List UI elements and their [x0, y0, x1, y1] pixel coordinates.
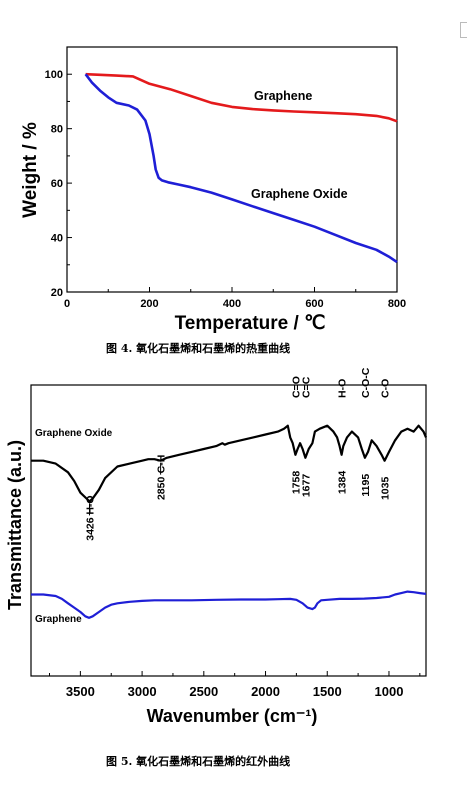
peak-group-label: H-O [337, 379, 349, 398]
tga-chart: 0 200 400 600 800 20 40 60 80 100 Weight / % Temp… [20, 46, 407, 334]
graphene-oxide-ftir-line [31, 424, 428, 503]
tga-tick-group: 0 200 400 600 800 20 40 60 80 100 [45, 69, 407, 310]
peak-wavenumber-label: 1677 [300, 474, 312, 498]
y-tick-label: 80 [51, 124, 63, 136]
figure-5-caption: 图 5. 氧化石墨烯和石墨烯的红外曲线 [106, 755, 291, 768]
x-tick-label: 1000 [375, 684, 404, 699]
x-tick-label: 1500 [313, 684, 342, 699]
tga-y-axis-label: Weight / % [20, 122, 41, 218]
peak-group-label: H-O [85, 495, 97, 514]
ftir-tick-group: 3500 3000 2500 2000 1500 1000 [49, 671, 421, 699]
series-label-graphene-oxide: Graphene Oxide [251, 187, 348, 201]
series-label-graphene: Graphene [254, 89, 312, 103]
x-tick-label: 800 [388, 298, 406, 310]
peak-wavenumber-label: 3426 [85, 517, 97, 541]
peak-group-label: C=O [290, 376, 302, 398]
ftir-plot-frame [30, 384, 427, 677]
y-tick-label: 40 [51, 233, 63, 245]
peak-group-label: C-H [156, 455, 168, 474]
x-tick-label: 600 [305, 298, 323, 310]
y-tick-label: 20 [51, 287, 63, 299]
tga-x-axis-label: Temperature / ℃ [175, 313, 326, 334]
y-tick-label: 100 [45, 69, 63, 81]
x-tick-label: 2500 [189, 684, 218, 699]
tga-series-group [84, 72, 398, 264]
peak-wavenumber-label: 1035 [380, 477, 392, 501]
peak-wavenumber-label: 1384 [337, 471, 349, 495]
figure-4-caption: 图 4. 氧化石墨烯和石墨烯的热重曲线 [106, 342, 291, 355]
tga-plot-frame [66, 46, 398, 293]
graphene-tga-line [85, 72, 398, 123]
ftir-x-axis-label: Wavenumber (cm⁻¹) [147, 706, 318, 726]
series-label-graphene: Graphene [35, 614, 82, 625]
ftir-y-axis-label: Transmittance (a.u.) [5, 440, 25, 610]
peak-wavenumber-label: 2850 [156, 477, 168, 501]
ftir-series-group [31, 424, 428, 619]
page: 0 200 400 600 800 20 40 60 80 100 Weight / % Temp… [5, 22, 467, 768]
x-tick-label: 3000 [128, 684, 157, 699]
ftir-annotation-group: H-O 3426 C-H 2850 C=O 1758 C=C 1677 H-O 1384 C-O-C… [85, 367, 392, 541]
x-tick-label: 2000 [251, 684, 280, 699]
x-tick-label: 3500 [66, 684, 95, 699]
x-tick-label: 0 [64, 298, 70, 310]
peak-group-label: C-O-C [360, 367, 372, 398]
peak-group-label: C-O [380, 379, 392, 398]
peak-group-label: C=C [300, 376, 312, 398]
window-edge-bracket [460, 22, 467, 38]
x-tick-label: 400 [223, 298, 241, 310]
series-label-graphene-oxide: Graphene Oxide [35, 428, 113, 439]
peak-wavenumber-label: 1758 [290, 471, 302, 495]
graphene-oxide-tga-line [84, 73, 398, 264]
peak-wavenumber-label: 1195 [360, 474, 372, 497]
ftir-chart: 3500 3000 2500 2000 1500 1000 H-O 3426 C-H 2850 C… [5, 367, 428, 726]
graphene-ftir-line [31, 590, 427, 619]
x-tick-label: 200 [140, 298, 158, 310]
y-tick-label: 60 [51, 178, 63, 190]
